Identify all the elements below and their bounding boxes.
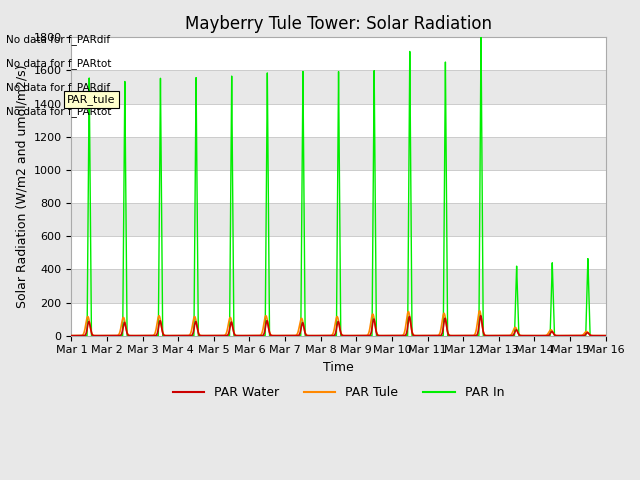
Text: No data for f_PARtot: No data for f_PARtot bbox=[6, 106, 112, 117]
Bar bbox=[72, 203, 605, 236]
Bar bbox=[72, 170, 605, 203]
Bar bbox=[72, 269, 605, 302]
Bar bbox=[72, 302, 605, 336]
Bar bbox=[72, 37, 605, 71]
Legend: PAR Water, PAR Tule, PAR In: PAR Water, PAR Tule, PAR In bbox=[168, 381, 509, 404]
Text: No data for f_PARtot: No data for f_PARtot bbox=[6, 58, 112, 69]
Bar bbox=[72, 71, 605, 104]
Text: PAR_tule: PAR_tule bbox=[67, 94, 115, 105]
Y-axis label: Solar Radiation (W/m2 and umol/m2/s): Solar Radiation (W/m2 and umol/m2/s) bbox=[15, 65, 28, 308]
X-axis label: Time: Time bbox=[323, 361, 354, 374]
Text: No data for f_PARdif: No data for f_PARdif bbox=[6, 82, 111, 93]
Title: Mayberry Tule Tower: Solar Radiation: Mayberry Tule Tower: Solar Radiation bbox=[185, 15, 492, 33]
Bar bbox=[72, 104, 605, 137]
Bar bbox=[72, 236, 605, 269]
Bar bbox=[72, 137, 605, 170]
Text: No data for f_PARdif: No data for f_PARdif bbox=[6, 34, 111, 45]
